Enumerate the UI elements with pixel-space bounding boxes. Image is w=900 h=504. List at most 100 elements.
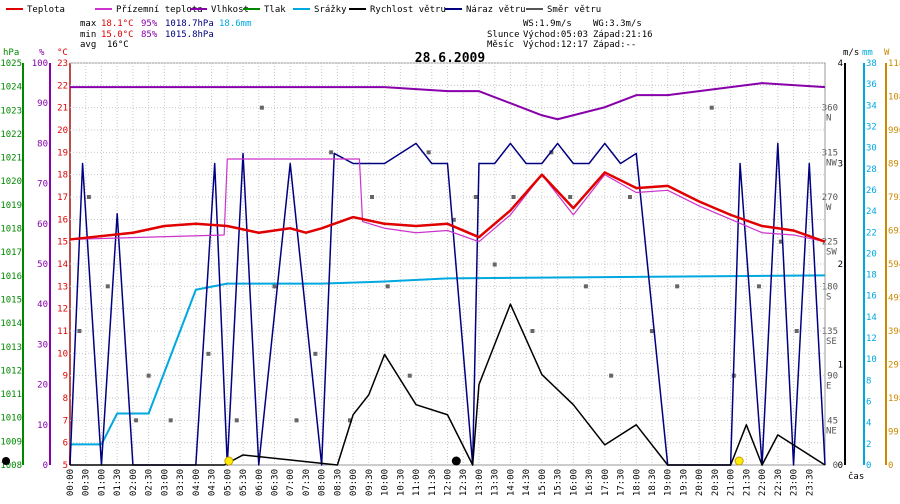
dir-tick-3: 225 [822, 238, 838, 248]
wind-dir-point [794, 329, 799, 333]
hpa-tick-5: 1020 [0, 177, 22, 187]
mm-tick-5: 28 [866, 165, 877, 175]
series-Teplota [69, 171, 826, 243]
wm2-tick-4: 792 [888, 193, 900, 203]
wind-dir-point [568, 195, 573, 199]
hpa-tick-9: 1016 [0, 272, 22, 282]
hpa-tick-0: 1025 [0, 59, 22, 69]
wind-dir-point [709, 105, 714, 110]
x-axis-label: čas [848, 471, 864, 482]
x-tick-27: 13:30 [491, 469, 501, 496]
hpa-tick-8: 1017 [0, 248, 22, 258]
mm-tick-18: 2 [866, 440, 871, 450]
wm2-tick-8: 396 [888, 327, 900, 337]
wind-dir-point [385, 284, 390, 289]
mm-tick-4: 30 [866, 144, 877, 154]
x-tick-21: 10:30 [396, 469, 406, 496]
x-tick-37: 18:30 [648, 469, 658, 496]
hpa-tick-10: 1015 [0, 295, 22, 305]
wm2-tick-10: 198 [888, 394, 900, 404]
x-tick-19: 09:30 [365, 469, 375, 496]
x-tick-41: 20:30 [711, 469, 721, 496]
x-tick-1: 00:30 [82, 469, 92, 496]
mm-tick-17: 4 [866, 419, 871, 429]
temp-tick-15: 8 [63, 394, 68, 404]
pct-tick-9: 10 [37, 421, 48, 431]
wind-dir-point [294, 418, 299, 423]
x-tick-6: 03:00 [160, 469, 170, 496]
x-tick-23: 11:30 [428, 469, 438, 496]
hpa-tick-17: 1008 [0, 461, 22, 471]
wind-dir-point [407, 373, 412, 378]
wind-dir-point [86, 195, 91, 199]
mm-tick-6: 26 [866, 186, 877, 196]
temp-tick-9: 14 [57, 260, 68, 270]
legend-label-1: Přízemní teplota [116, 5, 203, 15]
axes: 1025102410231022102110201019101810171016… [0, 59, 900, 471]
temp-tick-17: 6 [63, 439, 68, 449]
stats-max-press: 1018.7hPa [165, 19, 214, 29]
hpa-tick-3: 1022 [0, 130, 22, 140]
wind-dir-point [756, 284, 761, 289]
legend-label-3: Tlak [264, 5, 286, 15]
ms-tick-3: 1 [838, 361, 843, 371]
wind-dir-point [778, 239, 783, 244]
dir-tick-6: 90 [827, 372, 838, 382]
series-Vlhkost [70, 82, 826, 121]
mm-tick-3: 32 [866, 122, 877, 132]
mm-tick-9: 20 [866, 249, 877, 259]
mm-tick-12: 14 [866, 313, 877, 323]
x-tick-42: 21:00 [727, 469, 737, 496]
wind-dir-point [583, 284, 588, 289]
temp-tick-5: 18 [57, 171, 68, 181]
x-tick-18: 09:00 [349, 469, 359, 496]
grid: 00:00 00:30 01:00 01:30 02:00 02:30 03:00 03:30… [66, 62, 826, 496]
wind-dir-point [134, 418, 139, 423]
axis-label-wm2: W [884, 48, 890, 58]
mm-tick-2: 34 [866, 101, 877, 111]
hpa-tick-14: 1011 [0, 390, 22, 400]
x-tick-39: 19:30 [679, 469, 689, 496]
pct-tick-10: 0 [43, 461, 48, 471]
series-Srážky [70, 274, 826, 446]
temp-tick-7: 16 [57, 215, 68, 225]
sunset-marker [734, 456, 744, 466]
x-tick-44: 22:00 [758, 469, 768, 496]
temp-tick-2: 21 [57, 104, 68, 114]
wm2-tick-11: 99 [888, 428, 899, 438]
x-tick-7: 03:30 [176, 469, 186, 496]
temp-tick-1: 22 [57, 81, 68, 91]
pct-tick-3: 70 [37, 180, 48, 190]
wind-dir-point [473, 195, 478, 199]
x-tick-9: 04:30 [208, 469, 218, 496]
mm-tick-10: 18 [866, 271, 877, 281]
hpa-tick-13: 1012 [0, 366, 22, 376]
x-tick-34: 17:00 [601, 469, 611, 496]
dir-label-6: E [826, 382, 831, 392]
pct-tick-5: 50 [37, 260, 48, 270]
stats-avg-temp: 16°C [107, 40, 129, 50]
axis-label-pct: % [39, 48, 45, 58]
stats-avg-label: avg [80, 40, 96, 50]
info-moonset: Západ:-- [593, 40, 636, 50]
sunrise-marker [224, 456, 234, 466]
ms-tick-1: 3 [838, 160, 843, 170]
temp-tick-10: 13 [57, 282, 68, 292]
left-moon-marker [2, 457, 10, 465]
wind-dir-point [105, 284, 110, 289]
temp-tick-0: 23 [57, 59, 68, 69]
axis-label-mm: mm [862, 48, 873, 58]
mm-tick-13: 12 [866, 334, 877, 344]
x-tick-32: 16:00 [569, 469, 579, 496]
mm-tick-19: 0 [866, 461, 871, 471]
legend: Teplota Přízemní teplota Vlhkost Tlak Srážky… [6, 5, 601, 15]
chart-title: 28.6.2009 [415, 51, 485, 66]
wind-dir-point [77, 329, 82, 333]
x-tick-38: 19:00 [664, 469, 674, 496]
wind-dir-point [675, 284, 680, 289]
temp-tick-6: 17 [57, 193, 68, 203]
stats-min-press: 1015.8hPa [165, 30, 214, 40]
temp-tick-16: 7 [63, 416, 68, 426]
wm2-tick-12: 0 [888, 461, 893, 471]
